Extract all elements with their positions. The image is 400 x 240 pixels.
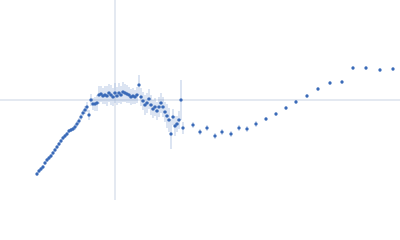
data-point: [59, 139, 63, 143]
data-point: [237, 126, 241, 130]
data-point: [213, 134, 217, 138]
data-point: [284, 106, 288, 110]
data-point: [39, 167, 43, 171]
data-point: [229, 132, 233, 136]
data-point: [115, 94, 119, 98]
data-point: [171, 115, 175, 119]
data-point: [79, 115, 83, 119]
data-point: [139, 95, 143, 99]
data-point: [35, 172, 39, 176]
data-point: [159, 101, 163, 105]
data-point: [119, 93, 123, 97]
data-point: [77, 119, 81, 123]
data-point: [73, 125, 77, 129]
data-point: [95, 101, 99, 105]
chart: [0, 0, 400, 200]
data-point: [37, 169, 41, 173]
data-point: [113, 91, 117, 95]
data-point: [179, 98, 183, 102]
data-point: [173, 124, 177, 128]
data-point: [245, 127, 249, 131]
data-point: [205, 126, 209, 130]
data-point: [75, 122, 79, 126]
data-point: [378, 68, 382, 72]
data-point: [99, 92, 103, 96]
data-point: [53, 148, 57, 152]
data-point: [364, 66, 368, 70]
data-point: [198, 130, 202, 134]
data-point: [85, 105, 89, 109]
data-point: [71, 127, 75, 131]
data-point: [264, 117, 268, 121]
data-point: [81, 111, 85, 115]
data-point: [175, 122, 179, 126]
data-point: [147, 97, 151, 101]
data-point: [105, 94, 109, 98]
data-point: [87, 113, 91, 117]
data-point: [117, 91, 121, 95]
data-point: [163, 110, 167, 114]
data-point: [143, 103, 147, 107]
data-point: [135, 93, 139, 97]
data-point: [167, 118, 171, 122]
data-point: [191, 123, 195, 127]
data-point: [89, 98, 93, 102]
data-point: [55, 145, 59, 149]
data-point: [51, 151, 55, 155]
data-point: [107, 91, 111, 95]
data-point: [157, 105, 161, 109]
data-point: [149, 103, 153, 107]
data-point: [145, 101, 149, 105]
data-point: [41, 165, 45, 169]
data-point: [274, 112, 278, 116]
data-point: [161, 105, 165, 109]
data-point: [340, 80, 344, 84]
data-point: [165, 114, 169, 118]
data-point: [316, 87, 320, 91]
data-point: [181, 126, 185, 130]
data-point: [111, 95, 115, 99]
data-point: [151, 107, 155, 111]
data-point: [155, 109, 159, 113]
data-point: [220, 130, 224, 134]
data-point: [109, 93, 113, 97]
data-point: [133, 95, 137, 99]
data-point: [49, 154, 53, 158]
data-point: [328, 81, 332, 85]
data-point: [63, 134, 67, 138]
data-point: [45, 158, 49, 162]
data-point: [47, 156, 51, 160]
data-point: [169, 132, 173, 136]
data-point: [177, 118, 181, 122]
data-point: [254, 122, 258, 126]
data-point: [61, 136, 65, 140]
data-point: [65, 132, 69, 136]
data-point: [127, 93, 131, 97]
data-point: [141, 99, 145, 103]
data-point: [57, 142, 61, 146]
data-point: [391, 67, 395, 71]
data-point: [137, 83, 141, 87]
data-point: [43, 161, 47, 165]
data-point: [294, 100, 298, 104]
data-point: [153, 105, 157, 109]
data-point: [351, 66, 355, 70]
data-point: [305, 94, 309, 98]
data-point: [83, 108, 87, 112]
